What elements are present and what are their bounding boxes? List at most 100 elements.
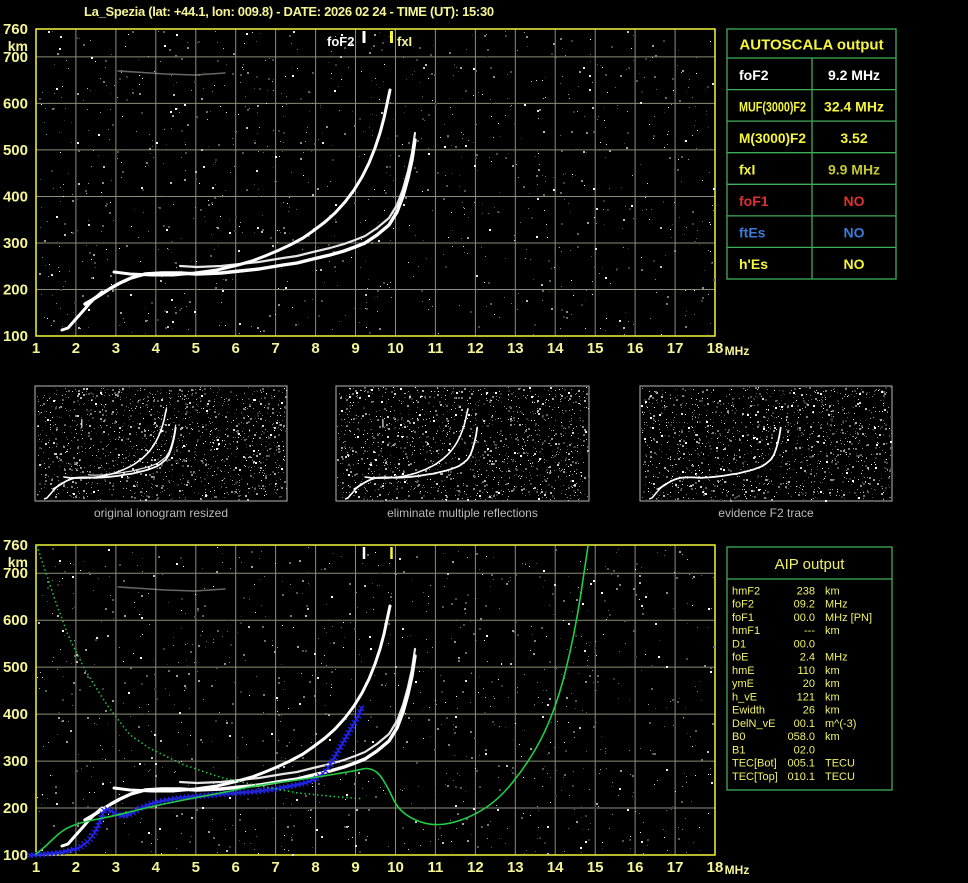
svg-text:8: 8 — [311, 859, 319, 876]
svg-text:600: 600 — [3, 95, 28, 112]
svg-text:km: km — [8, 38, 28, 54]
svg-text:32.4 MHz: 32.4 MHz — [824, 98, 884, 114]
svg-text:00.0: 00.0 — [794, 638, 815, 650]
svg-text:11: 11 — [427, 340, 443, 357]
svg-text:005.1: 005.1 — [787, 758, 815, 770]
svg-text:3: 3 — [112, 859, 120, 876]
svg-text:hmF2: hmF2 — [732, 585, 760, 597]
svg-text:10: 10 — [387, 859, 404, 876]
svg-text:foF2: foF2 — [732, 599, 754, 611]
svg-text:110: 110 — [797, 665, 815, 677]
svg-text:evidence F2 trace: evidence F2 trace — [718, 506, 814, 520]
svg-text:TECU: TECU — [825, 758, 855, 770]
svg-text:foE: foE — [732, 652, 749, 664]
svg-text:foF1: foF1 — [732, 612, 754, 624]
svg-text:760: 760 — [3, 21, 28, 38]
svg-text:original ionogram resized: original ionogram resized — [94, 506, 228, 520]
svg-text:4: 4 — [152, 859, 161, 876]
svg-text:ymE: ymE — [732, 678, 754, 690]
svg-text:km: km — [825, 705, 840, 717]
svg-text:M(3000)F2: M(3000)F2 — [739, 130, 806, 146]
svg-text:---: --- — [804, 625, 815, 637]
svg-text:5: 5 — [192, 340, 200, 357]
svg-text:AUTOSCALA output: AUTOSCALA output — [739, 37, 883, 54]
svg-text:foF2: foF2 — [739, 67, 769, 83]
svg-text:foF1: foF1 — [739, 193, 769, 209]
svg-text:16: 16 — [627, 340, 644, 357]
svg-text:238: 238 — [797, 585, 815, 597]
svg-text:200: 200 — [3, 282, 28, 299]
svg-text:500: 500 — [3, 659, 28, 676]
svg-text:hmF1: hmF1 — [732, 625, 760, 637]
svg-text:AIP output: AIP output — [775, 556, 846, 573]
svg-text:MHz: MHz — [825, 652, 848, 664]
svg-text:TEC[Bot]: TEC[Bot] — [732, 758, 777, 770]
svg-text:400: 400 — [3, 189, 28, 206]
svg-text:6: 6 — [232, 859, 240, 876]
svg-text:TECU: TECU — [825, 771, 855, 783]
svg-text:300: 300 — [3, 753, 28, 770]
svg-text:13: 13 — [507, 340, 524, 357]
svg-text:6: 6 — [232, 340, 240, 357]
svg-text:km: km — [825, 678, 840, 690]
svg-text:18: 18 — [707, 859, 724, 876]
svg-text:foF2: foF2 — [327, 34, 354, 49]
svg-text:11: 11 — [427, 859, 443, 876]
svg-text:km: km — [825, 665, 840, 677]
svg-text:058.0: 058.0 — [787, 731, 815, 743]
svg-text:km: km — [825, 731, 840, 743]
svg-text:MHz: MHz — [825, 599, 848, 611]
svg-text:010.1: 010.1 — [787, 771, 815, 783]
svg-text:7: 7 — [271, 859, 279, 876]
svg-text:16: 16 — [627, 859, 644, 876]
svg-text:02.0: 02.0 — [794, 744, 815, 756]
svg-text:9: 9 — [351, 340, 359, 357]
svg-text:4: 4 — [152, 340, 161, 357]
svg-text:12: 12 — [467, 340, 484, 357]
svg-text:5: 5 — [192, 859, 200, 876]
svg-text:600: 600 — [3, 612, 28, 629]
svg-text:NO: NO — [844, 256, 865, 272]
svg-text:00.1: 00.1 — [794, 718, 815, 730]
svg-text:7: 7 — [271, 340, 279, 357]
svg-text:300: 300 — [3, 235, 28, 252]
svg-text:121: 121 — [797, 691, 815, 703]
svg-text:eliminate multiple reflections: eliminate multiple reflections — [387, 506, 538, 520]
svg-text:18: 18 — [707, 340, 724, 357]
svg-text:3.52: 3.52 — [840, 130, 867, 146]
svg-text:26: 26 — [803, 705, 815, 717]
svg-text:09.2: 09.2 — [794, 599, 815, 611]
svg-text:MHz [PN]: MHz [PN] — [825, 612, 872, 624]
svg-text:km: km — [8, 554, 28, 570]
svg-text:100: 100 — [3, 847, 28, 864]
svg-text:fxI: fxI — [397, 34, 412, 49]
svg-text:17: 17 — [667, 859, 684, 876]
svg-text:20: 20 — [803, 678, 815, 690]
svg-text:h'Es: h'Es — [739, 256, 768, 272]
svg-text:Ewidth: Ewidth — [732, 705, 765, 717]
svg-text:13: 13 — [507, 859, 524, 876]
svg-text:NO: NO — [844, 225, 865, 241]
svg-text:100: 100 — [3, 328, 28, 345]
svg-text:9.2 MHz: 9.2 MHz — [828, 67, 880, 83]
svg-text:00.0: 00.0 — [794, 612, 815, 624]
svg-text:12: 12 — [467, 859, 484, 876]
svg-text:hmE: hmE — [732, 665, 755, 677]
svg-text:2: 2 — [72, 340, 80, 357]
svg-text:ftEs: ftEs — [739, 225, 766, 241]
svg-text:2.4: 2.4 — [800, 652, 815, 664]
svg-text:m^(-3): m^(-3) — [825, 718, 856, 730]
svg-text:400: 400 — [3, 706, 28, 723]
svg-text:760: 760 — [3, 537, 28, 554]
svg-text:D1: D1 — [732, 638, 746, 650]
svg-text:1: 1 — [32, 859, 40, 876]
svg-text:TEC[Top]: TEC[Top] — [732, 771, 778, 783]
svg-text:B1: B1 — [732, 744, 745, 756]
svg-text:17: 17 — [667, 340, 684, 357]
svg-text:h_vE: h_vE — [732, 691, 757, 703]
svg-text:NO: NO — [844, 193, 865, 209]
svg-text:15: 15 — [587, 859, 604, 876]
svg-text:km: km — [825, 625, 840, 637]
svg-text:km: km — [825, 691, 840, 703]
svg-text:1: 1 — [32, 340, 40, 357]
